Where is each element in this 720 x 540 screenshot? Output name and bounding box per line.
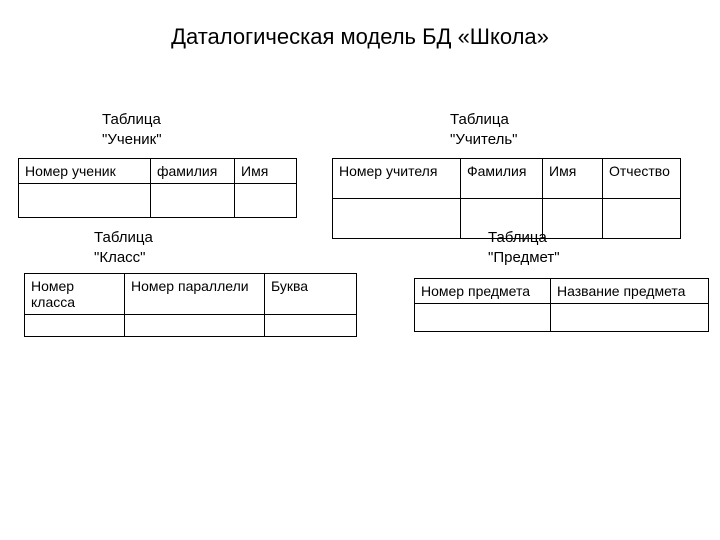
caption-line1: Таблица	[488, 229, 547, 246]
caption-line2: "Предмет"	[488, 249, 560, 266]
caption-line1: Таблица	[102, 111, 161, 128]
student-table: Номер ученик фамилия Имя	[18, 158, 297, 218]
col-header: Название предмета	[551, 279, 709, 304]
subject-table-block: Номер предмета Название предмета	[414, 278, 709, 332]
table-header-row: Номер класса Номер параллели Буква	[25, 274, 357, 315]
subject-table-caption: Таблица "Предмет"	[488, 228, 560, 267]
teacher-table: Номер учителя Фамилия Имя Отчество	[332, 158, 681, 239]
col-header: Фамилия	[461, 159, 543, 199]
class-table-block: Номер класса Номер параллели Буква	[24, 273, 357, 337]
table-header-row: Номер ученик фамилия Имя	[19, 159, 297, 184]
caption-line2: "Класс"	[94, 249, 145, 266]
table-header-row: Номер предмета Название предмета	[415, 279, 709, 304]
col-header: Номер ученик	[19, 159, 151, 184]
teacher-table-caption: Таблица "Учитель"	[450, 110, 518, 149]
class-table: Номер класса Номер параллели Буква	[24, 273, 357, 337]
col-header: Номер предмета	[415, 279, 551, 304]
col-header: Номер параллели	[125, 274, 265, 315]
student-table-caption: Таблица "Ученик"	[102, 110, 162, 149]
col-header: Буква	[265, 274, 357, 315]
teacher-table-block: Номер учителя Фамилия Имя Отчество	[332, 158, 681, 239]
student-table-block: Номер ученик фамилия Имя	[18, 158, 297, 218]
col-header: Имя	[235, 159, 297, 184]
caption-line2: "Учитель"	[450, 131, 518, 148]
page-title: Даталогическая модель БД «Школа»	[0, 24, 720, 50]
table-row	[25, 315, 357, 337]
caption-line1: Таблица	[94, 229, 153, 246]
col-header: фамилия	[151, 159, 235, 184]
col-header: Номер класса	[25, 274, 125, 315]
class-table-caption: Таблица "Класс"	[94, 228, 153, 267]
col-header: Имя	[543, 159, 603, 199]
table-row	[19, 184, 297, 218]
col-header: Отчество	[603, 159, 681, 199]
subject-table: Номер предмета Название предмета	[414, 278, 709, 332]
caption-line2: "Ученик"	[102, 131, 162, 148]
col-header: Номер учителя	[333, 159, 461, 199]
caption-line1: Таблица	[450, 111, 509, 128]
table-row	[415, 304, 709, 332]
table-header-row: Номер учителя Фамилия Имя Отчество	[333, 159, 681, 199]
